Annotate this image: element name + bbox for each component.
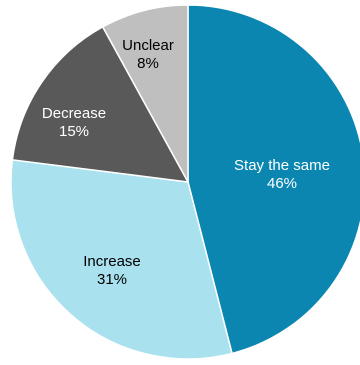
- pie-slice-increase: [10, 158, 233, 360]
- pie-slice-decrease: [11, 25, 190, 183]
- slice-label-value: 46%: [267, 175, 297, 192]
- slice-label-increase: Increase 31%: [83, 253, 141, 288]
- slice-label-value: 8%: [137, 55, 159, 72]
- slice-label-decrease: Decrease 15%: [42, 105, 106, 140]
- slice-label-name: Stay the same: [234, 157, 330, 174]
- slice-label-name: Decrease: [42, 105, 106, 122]
- slice-label-stay-the-same: Stay the same 46%: [234, 157, 330, 192]
- slices-layer: [10, 4, 360, 360]
- pie-slice-unclear: [101, 4, 189, 183]
- slice-label-value: 31%: [97, 271, 127, 288]
- labels-layer: Stay the same 46% Increase 31% Decrease 15% Un…: [42, 37, 330, 288]
- slice-label-name: Increase: [83, 253, 141, 270]
- slice-label-value: 15%: [59, 123, 89, 140]
- pie-slice-stay-the-same: [187, 4, 360, 355]
- slice-label-unclear: Unclear 8%: [122, 37, 174, 72]
- slice-label-name: Unclear: [122, 37, 174, 54]
